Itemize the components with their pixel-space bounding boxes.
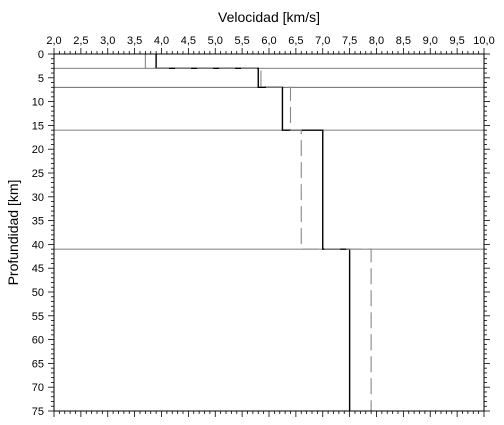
series-group [144,54,372,411]
y-axis-ticks: 0 5 10 15 20 25 30 35 40 45 50 55 60 65 70 75 [32,49,490,418]
x-tick-label: 2,0 [46,35,61,47]
y-tick-label: 0 [38,49,44,61]
y-axis-title: Profundidad [km] [5,180,21,286]
x-tick-label: 8,0 [369,35,384,47]
x-tick-label: 3,0 [100,35,115,47]
x-tick-label: 9,5 [449,35,464,47]
y-tick-label: 20 [32,144,44,156]
y-tick-label: 5 [38,73,44,85]
y-tick-label: 70 [32,382,44,394]
x-axis-title: Velocidad [km/s] [218,9,320,25]
y-tick-label: 50 [32,287,44,299]
y-tick-label: 15 [32,120,44,132]
y-tick-label: 65 [32,358,44,370]
x-tick-label: 7,0 [315,35,330,47]
x-tick-label: 4,5 [181,35,196,47]
y-tick-label: 75 [32,406,44,418]
x-tick-label: 5,5 [234,35,249,47]
x-tick-label: 9,0 [423,35,438,47]
x-tick-label: 7,5 [342,35,357,47]
x-tick-label: 3,5 [127,35,142,47]
x-tick-label: 6,0 [261,35,276,47]
x-tick-label: 2,5 [73,35,88,47]
x-tick-label: 4,0 [154,35,169,47]
y-tick-label: 35 [32,216,44,228]
x-tick-label: 5,0 [208,35,223,47]
velocity-profile-solid [155,54,351,411]
y-tick-label: 45 [32,263,44,275]
layer-boundaries [54,67,484,250]
x-tick-label: 6,5 [288,35,303,47]
y-tick-label: 40 [32,239,44,251]
x-tick-label: 10,0 [473,35,494,47]
plot-frame [53,53,485,412]
y-tick-label: 60 [32,335,44,347]
velocity-profile-dashed [144,54,372,411]
y-tick-label: 25 [32,168,44,180]
y-tick-label: 10 [32,97,44,109]
y-tick-label: 55 [32,311,44,323]
x-tick-label: 8,5 [396,35,411,47]
x-axis-ticks: 2,0 2,5 3,0 3,5 4,0 4,5 5,0 5,5 6,0 6,5 7,0 7,5 8,0 8… [46,35,495,417]
y-tick-label: 30 [32,192,44,204]
